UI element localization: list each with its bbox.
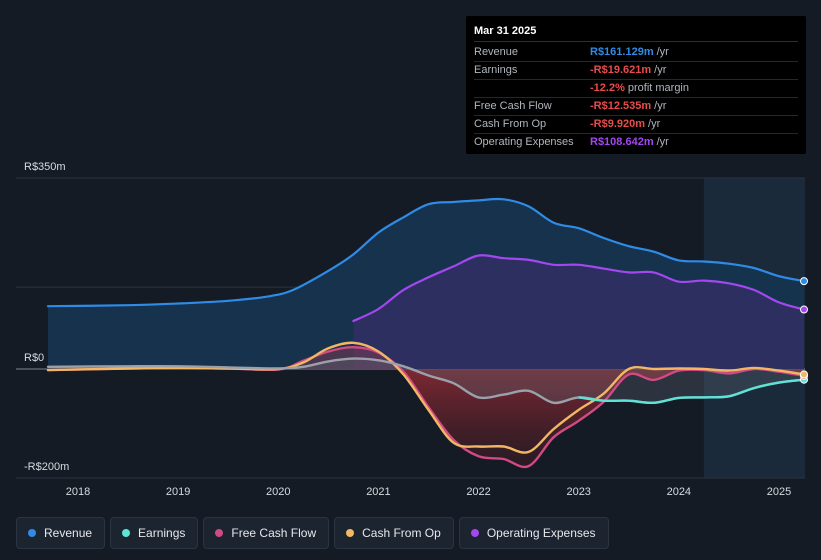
tooltip-row-value: -R$9.920m (590, 118, 646, 130)
y-label-bottom: -R$200m (24, 461, 69, 473)
tooltip-row: Earnings -R$19.621m/yr (474, 62, 798, 80)
legend-label: Operating Expenses (486, 526, 596, 540)
x-tick-label: 2019 (166, 486, 190, 498)
x-tick-label: 2021 (366, 486, 390, 498)
tooltip-row: Cash From Op -R$9.920m/yr (474, 116, 798, 134)
tooltip-row-label: Revenue (474, 46, 519, 58)
earnings-area (48, 358, 804, 403)
tooltip-row-unit: /yr (654, 64, 667, 76)
tooltip-row-unit: /yr (656, 46, 669, 58)
tooltip-row-value: -R$19.621m (590, 64, 652, 76)
operating-expenses-end-marker (800, 305, 808, 314)
y-label-zero: R$0 (24, 352, 44, 364)
legend-dot-icon (28, 529, 36, 537)
legend-label: Free Cash Flow (231, 526, 317, 540)
tooltip-row-unit: /yr (656, 136, 669, 148)
tooltip-row-unit: profit margin (627, 82, 689, 94)
y-label-top: R$350m (24, 161, 66, 173)
tooltip-row-value: R$108.642m (590, 136, 654, 148)
tooltip-row-value: -R$12.535m (590, 100, 652, 112)
x-tick-label: 2020 (266, 486, 290, 498)
legend-item-revenue[interactable]: Revenue (16, 517, 106, 549)
legend-item-operating-expenses[interactable]: Operating Expenses (458, 517, 609, 549)
revenue-line (46, 197, 806, 308)
free-cash-flow-negative-area (48, 369, 804, 467)
x-tick-label: 2022 (466, 486, 490, 498)
tooltip-row-unit: /yr (648, 118, 661, 130)
legend-dot-icon (122, 529, 131, 537)
tooltip-row: -12.2% profit margin (474, 80, 798, 98)
legend-label: Cash From Op (362, 526, 441, 540)
operating-expenses-area (353, 255, 804, 369)
tooltip-row-label: Cash From Op (474, 118, 547, 130)
tooltip-row-value: -12.2% (590, 82, 625, 94)
tooltip-row-label (474, 80, 590, 97)
legend-label: Earnings (138, 526, 186, 540)
legend-dot-icon (470, 529, 479, 537)
legend-dot-icon (215, 529, 224, 537)
tooltip-row-unit: /yr (654, 100, 667, 112)
tooltip-row: Revenue R$161.129m/yr (474, 44, 798, 62)
tooltip-row-label: Earnings (474, 64, 518, 76)
tooltip-panel: Mar 31 2025 Revenue R$161.129m/yr Earnings… (466, 16, 806, 154)
legend-label: Revenue (44, 526, 93, 540)
cash-from-op-end-marker (800, 370, 808, 379)
x-tick-label: 2023 (566, 486, 590, 498)
operating-expenses-line (352, 254, 806, 323)
x-tick-label: 2025 (767, 486, 791, 498)
legend-item-earnings[interactable]: Earnings (110, 517, 199, 549)
legend: Revenue Earnings Free Cash Flow Cash From O… (16, 517, 609, 549)
tooltip-row-label: Free Cash Flow (474, 100, 552, 112)
revenue-end-marker (800, 277, 808, 286)
tooltip-date: Mar 31 2025 (474, 24, 798, 42)
x-tick-label: 2018 (66, 486, 90, 498)
x-tick-label: 2024 (667, 486, 691, 498)
tooltip-row: Free Cash Flow -R$12.535m/yr (474, 98, 798, 116)
earnings-recent-line (578, 378, 805, 405)
tooltip-row: Operating Expenses R$108.642m/yr (474, 134, 798, 151)
legend-item-cash-from-op[interactable]: Cash From Op (334, 517, 454, 549)
tooltip-row-value: R$161.129m (590, 46, 654, 58)
tooltip-row-label: Operating Expenses (474, 136, 574, 148)
legend-item-free-cash-flow[interactable]: Free Cash Flow (203, 517, 330, 549)
legend-dot-icon (346, 529, 355, 537)
